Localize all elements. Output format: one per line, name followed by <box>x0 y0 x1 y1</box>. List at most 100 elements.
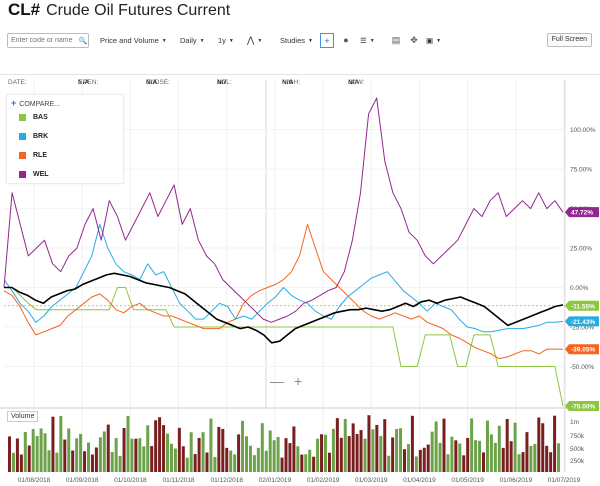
search-input[interactable] <box>8 34 78 47</box>
volume-bar <box>410 415 414 472</box>
volume-bar <box>406 444 410 472</box>
volume-bar <box>75 438 79 472</box>
x-tick-label: 01/09/2018 <box>66 477 99 484</box>
table-icon[interactable]: ▤ <box>391 35 401 45</box>
volume-bar <box>264 450 268 472</box>
volume-bar <box>434 421 438 472</box>
volume-bar <box>276 436 280 472</box>
volume-bar <box>541 423 545 472</box>
date-label: DATE: <box>8 79 27 86</box>
volume-bar <box>173 448 177 472</box>
volume-bar <box>162 425 166 472</box>
volume-bar <box>450 436 454 472</box>
volume-bar <box>169 443 173 472</box>
volume-bar <box>399 428 403 472</box>
legend-item-bas[interactable]: BAS <box>19 112 48 122</box>
snapshot-dropdown[interactable]: ▣ ▼ <box>426 34 441 47</box>
volume-bar <box>280 457 284 472</box>
range-dropdown[interactable]: 1y ▼ <box>218 34 234 47</box>
volume-bar <box>557 443 561 472</box>
search-icon[interactable]: 🔍 <box>78 37 88 45</box>
y-tick-label: -25.00% <box>570 325 594 332</box>
volume-bar <box>90 454 94 472</box>
volume-bar <box>102 431 106 472</box>
volume-bar <box>343 419 347 472</box>
volume-label: Volume <box>7 411 39 422</box>
volume-bar <box>185 457 189 472</box>
chevron-down-icon: ▼ <box>228 37 234 44</box>
volume-bar <box>15 438 19 472</box>
volume-bar <box>94 447 98 472</box>
x-tick-label: 01/11/2018 <box>163 477 195 484</box>
end-label-tag <box>565 207 599 218</box>
end-label-text: 47.72% <box>571 210 593 217</box>
volume-bar <box>316 438 320 472</box>
fullscreen-button[interactable]: Full Screen <box>546 33 592 47</box>
volume-bar <box>130 438 134 472</box>
legend-label: RLE <box>33 151 47 159</box>
legend-item-brk[interactable]: BRK <box>19 131 48 141</box>
low-label: LOW: <box>348 79 365 86</box>
volume-bar <box>23 432 27 472</box>
volume-bar <box>501 447 505 472</box>
end-label-text: -39.05% <box>571 347 595 354</box>
volume-bar <box>529 445 533 472</box>
camera-icon: ▣ <box>426 36 434 45</box>
volume-bar <box>478 440 482 472</box>
legend-item-rle[interactable]: RLE <box>19 150 47 160</box>
volume-bar <box>403 449 406 472</box>
volume-bar <box>71 450 75 472</box>
symbol-search[interactable]: 🔍 <box>7 33 89 48</box>
crosshair-icon[interactable]: + <box>320 33 334 48</box>
chevron-down-icon: ▼ <box>369 37 375 44</box>
volume-bar <box>525 432 529 472</box>
volume-bar <box>517 454 521 472</box>
volume-bar <box>126 415 130 472</box>
x-tick-label: 01/07/2019 <box>548 477 581 484</box>
volume-bar <box>205 452 209 472</box>
zoom-in-button[interactable]: + <box>294 373 303 389</box>
compare-button[interactable]: + COMPARE... <box>11 98 60 108</box>
volume-bar <box>553 415 557 472</box>
volume-bar <box>11 452 15 472</box>
volume-bar <box>458 443 462 472</box>
volume-bar <box>237 434 241 472</box>
range-label: 1y <box>218 36 226 45</box>
volume-bar <box>521 452 525 472</box>
volume-bar <box>497 425 501 472</box>
drawing-tools-dropdown[interactable]: ☰ ▼ <box>360 34 375 47</box>
studies-dropdown[interactable]: Studies ▼ <box>280 34 313 47</box>
price-volume-dropdown[interactable]: Price and Volume ▼ <box>100 34 167 47</box>
swatch <box>19 170 26 178</box>
interval-dropdown[interactable]: Daily ▼ <box>180 34 205 47</box>
end-label-text: -75.00% <box>571 404 595 411</box>
volume-bar <box>245 436 248 472</box>
bell-icon[interactable]: ● <box>343 35 349 45</box>
chart-title: CL# Crude Oil Futures Current <box>8 0 230 22</box>
zoom-out-button[interactable]: — <box>270 373 284 389</box>
legend-item-wel[interactable]: WEL <box>19 169 49 179</box>
x-axis: 01/08/2018 01/09/2018 01/10/2018 01/11/2018… <box>18 477 581 484</box>
chevron-down-icon: ▼ <box>161 37 167 44</box>
volume-bar <box>154 420 158 472</box>
chevron-down-icon: ▼ <box>199 37 205 44</box>
volume-bar <box>142 446 146 472</box>
swatch <box>19 151 26 159</box>
open-label: OPEN: <box>78 79 99 86</box>
volume-bar <box>533 443 537 472</box>
volume-bar <box>110 452 114 472</box>
chart-type-dropdown[interactable]: ⋀ ▼ <box>247 34 262 47</box>
volume-bar <box>371 429 375 472</box>
move-icon[interactable]: ✥ <box>410 35 418 45</box>
volume-bar <box>177 427 181 472</box>
volume-bar <box>217 426 221 472</box>
volume-bar <box>63 439 67 472</box>
volume-bar <box>248 445 252 472</box>
x-tick-label: 01/10/2018 <box>114 477 147 484</box>
volume-bar <box>284 438 288 472</box>
volume-bar <box>35 436 39 472</box>
end-label-tag <box>565 401 599 411</box>
series-line-bas <box>4 287 564 407</box>
vol-value: N/A <box>217 79 229 86</box>
